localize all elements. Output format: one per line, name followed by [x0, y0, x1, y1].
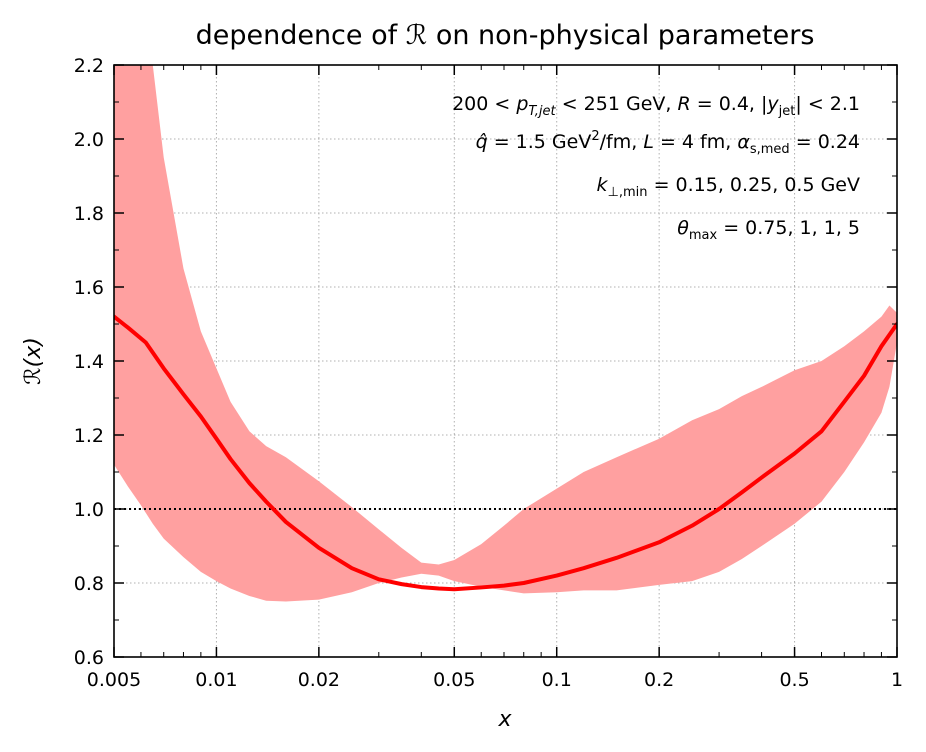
- y-tick-label: 1.0: [74, 499, 104, 521]
- x-tick-label: 0.1: [542, 669, 572, 691]
- y-tick-labels: 0.6 0.8 1.0 1.2 1.4 1.6 1.8 2.0 2.2: [74, 55, 104, 669]
- annotation-theta: θmax = 0.75, 1, 1, 5: [677, 217, 860, 243]
- ann-tvar: θ: [677, 217, 689, 239]
- ann-psub: T,jet: [528, 104, 556, 119]
- y-tick-label: 1.6: [74, 277, 104, 299]
- ann-leq: = 4 fm,: [660, 131, 731, 153]
- series-layer: [114, 314, 897, 592]
- ann-req: = 0.4,: [697, 93, 755, 115]
- annotation-kinematics: 200 < pT,jet < 251 GeV, R = 0.4, |yjet| …: [452, 93, 860, 119]
- x-tick-label: 0.05: [433, 669, 475, 691]
- annotation-medium: q̂ = 1.5 GeV2/fm, L = 4 fm, αs,med = 0.2…: [476, 129, 860, 157]
- ann-teq: = 0.75, 1, 1, 5: [723, 217, 860, 239]
- ann-qvar: q̂: [476, 131, 488, 153]
- y-tick-label: 0.6: [74, 647, 104, 669]
- ann-lt2: <: [562, 93, 578, 115]
- ann-qsup: 2: [591, 129, 599, 144]
- ann-aeq: = 0.24: [796, 131, 860, 153]
- y-tick-label: 2.0: [74, 129, 104, 151]
- x-tick-label: 0.005: [87, 669, 141, 691]
- ann-rvar: R: [677, 93, 690, 115]
- ann-lt1: <: [494, 93, 510, 115]
- y-axis-label: ℛ(x): [21, 337, 46, 385]
- y-tick-label: 1.8: [74, 203, 104, 225]
- ann-ysub: jet: [778, 104, 796, 119]
- ann-yclose: | < 2.1: [795, 93, 860, 115]
- x-tick-label: 0.02: [298, 669, 340, 691]
- ann-yvar: y: [766, 93, 779, 115]
- ann-p1: 200: [452, 93, 488, 115]
- ann-yopen: |: [761, 93, 767, 115]
- x-tick-label: 0.01: [195, 669, 237, 691]
- x-tick-label: 0.5: [779, 669, 809, 691]
- ann-avar: α: [737, 131, 750, 153]
- y-tick-label: 0.8: [74, 573, 104, 595]
- y-tick-label: 2.2: [74, 55, 104, 77]
- uncertainty-band: [114, 65, 897, 602]
- chart-title: dependence of ℛ on non-physical paramete…: [196, 20, 815, 51]
- ann-kvar: k: [597, 174, 609, 196]
- ann-qrest: /fm,: [600, 131, 638, 153]
- series-line-central: [114, 314, 897, 592]
- annotation-kperp: k⊥,min = 0.15, 0.25, 0.5 GeV: [597, 174, 860, 200]
- ann-keq: = 0.15, 0.25, 0.5 GeV: [654, 174, 860, 196]
- ann-ksub: ⊥,min: [608, 185, 648, 200]
- x-tick-label: 0.2: [644, 669, 674, 691]
- x-tick-labels: 0.005 0.01 0.02 0.05 0.1 0.2 0.5 1: [87, 669, 903, 691]
- y-tick-label: 1.4: [74, 351, 104, 373]
- x-axis-label: x: [497, 707, 512, 732]
- tick-marks: [113, 64, 898, 658]
- x-tick-label: 1: [891, 669, 903, 691]
- ann-tsub: max: [689, 228, 718, 243]
- ann-asub: s,med: [750, 142, 790, 157]
- ann-pvar: p: [515, 93, 528, 115]
- ann-lvar: L: [643, 131, 654, 153]
- ann-qeq: = 1.5 GeV: [494, 131, 592, 153]
- y-tick-label: 1.2: [74, 425, 104, 447]
- ann-p2: 251 GeV,: [584, 93, 672, 115]
- band-layer: [114, 65, 897, 602]
